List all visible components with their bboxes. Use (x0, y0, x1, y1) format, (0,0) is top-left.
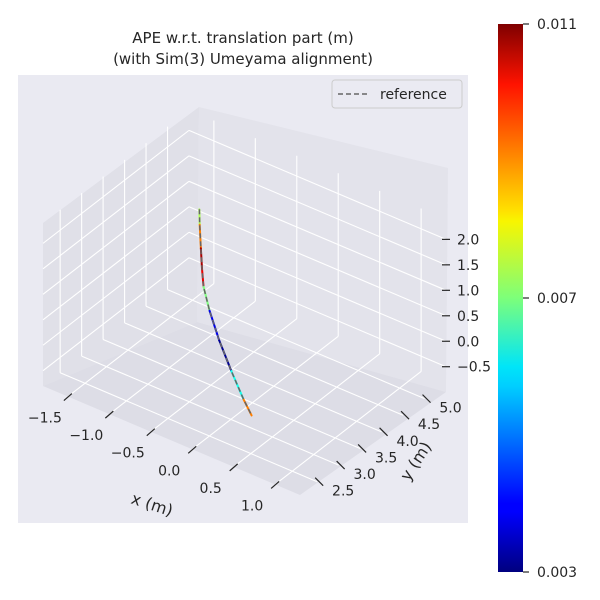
x-gridline-floor (274, 371, 422, 485)
z-gridline-back (188, 206, 447, 317)
pane-back-wall (197, 107, 448, 392)
x-gridline-floor (67, 283, 215, 397)
chart-title-line-1: APE w.r.t. translation part (m) (132, 29, 353, 47)
z-gridline-left (42, 155, 190, 270)
x-gridline-floor (150, 318, 298, 433)
y-gridline-floor (102, 338, 361, 449)
legend-reference-label: reference (380, 87, 447, 103)
x-tick-label: 0.0 (158, 463, 180, 479)
grid-lines (42, 120, 447, 485)
x-tick-mark (270, 481, 280, 489)
colorbar-ticks: 0.003 0.007 0.011 (523, 17, 577, 581)
tick-labels: −1.5 −1.0 −0.5 0.0 0.5 1.0 2.53.03.54.04.55.0 −… (28, 232, 491, 514)
y-tick-label: 4.0 (396, 434, 418, 450)
z-tick-label: 1.0 (457, 283, 479, 299)
y-tick-label: 5.0 (439, 401, 461, 417)
y-tick-mark (314, 477, 324, 487)
z-gridline-back (188, 155, 447, 266)
x-tick-label: −1.0 (69, 428, 103, 444)
y-gridline-floor (145, 305, 404, 416)
z-tick-label: 2.0 (457, 232, 479, 248)
legend: reference (331, 79, 463, 109)
z-tick-label: −0.5 (457, 360, 491, 376)
x-gridline-floor (191, 335, 339, 450)
x-tick-label: −0.5 (111, 446, 145, 462)
y-tick-label: 3.5 (375, 450, 397, 466)
y-tick-mark (422, 394, 431, 404)
legend-box (331, 79, 463, 109)
x-tick-mark (229, 463, 239, 472)
x-tick-mark (187, 445, 197, 454)
y-tick-mark (357, 444, 367, 453)
y-gridline-floor (81, 355, 339, 466)
z-gridline-back (188, 231, 447, 342)
colorbar-tick-label: 0.007 (537, 291, 577, 307)
z-gridline-left (42, 180, 190, 295)
x-gridline-floor (108, 300, 256, 415)
z-tick-label: 0.5 (457, 309, 479, 325)
trajectory-data (198, 208, 253, 417)
x-tick-label: −1.5 (28, 411, 62, 427)
y-tick-label: 4.5 (418, 417, 440, 433)
y-tick-mark (379, 427, 389, 437)
z-gridline-back (188, 257, 447, 368)
colorbar-gradient (498, 24, 523, 572)
z-gridline-back (188, 129, 447, 240)
colorbar-tick-label: 0.011 (537, 17, 577, 33)
z-gridline-left (42, 257, 190, 372)
chart-title-line-2: (with Sim(3) Umeyama alignment) (113, 50, 373, 68)
z-gridline-left (42, 206, 190, 321)
colorbar-tick-label: 0.003 (537, 565, 577, 581)
reference-trajectory-line (198, 209, 253, 416)
y-tick-label: 2.5 (332, 484, 354, 500)
colorbar: 0.003 0.007 0.011 (498, 17, 577, 581)
y-gridline-floor (59, 372, 318, 483)
z-tick-label: 0.0 (457, 334, 479, 350)
z-gridline-left (42, 231, 190, 346)
z-gridline-left (42, 129, 190, 244)
x-tick-mark (63, 393, 73, 401)
y-tick-mark (400, 410, 410, 420)
z-gridline-back (188, 180, 447, 291)
y-tick-mark (336, 460, 346, 470)
x-tick-mark (146, 428, 156, 437)
y-tick-label: 3.0 (354, 467, 376, 483)
y-gridline-floor (167, 289, 425, 400)
y-gridline-floor (124, 322, 382, 433)
x-gridline-floor (233, 353, 381, 468)
x-tick-mark (104, 410, 114, 419)
z-tick-label: 1.5 (457, 258, 479, 274)
x-tick-label: 0.5 (200, 481, 222, 497)
x-tick-label: 1.0 (241, 498, 263, 514)
